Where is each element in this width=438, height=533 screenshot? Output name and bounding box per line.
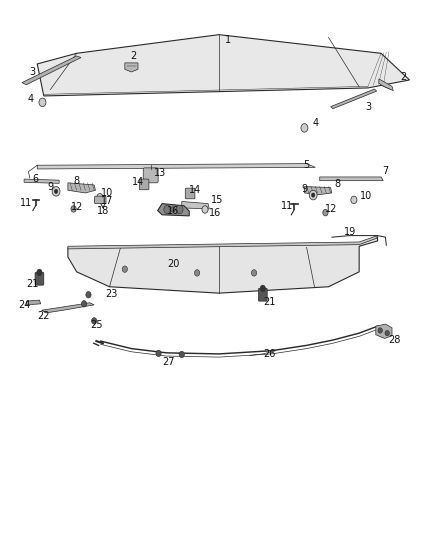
Circle shape <box>323 209 328 216</box>
Text: 22: 22 <box>38 311 50 320</box>
Text: 25: 25 <box>90 320 102 330</box>
Polygon shape <box>182 201 209 209</box>
Text: 3: 3 <box>365 102 371 111</box>
Text: 16: 16 <box>167 206 179 215</box>
Text: 2: 2 <box>400 72 406 82</box>
Text: 11: 11 <box>20 198 32 207</box>
Text: 5: 5 <box>304 160 310 170</box>
Circle shape <box>37 269 42 276</box>
Circle shape <box>309 190 317 200</box>
Circle shape <box>54 189 58 193</box>
Polygon shape <box>37 164 315 169</box>
Text: 23: 23 <box>106 289 118 299</box>
Circle shape <box>92 318 97 324</box>
Circle shape <box>194 270 200 276</box>
Circle shape <box>202 206 208 213</box>
Text: 4: 4 <box>28 94 34 103</box>
Text: 9: 9 <box>47 182 53 191</box>
Circle shape <box>122 266 127 272</box>
Polygon shape <box>376 324 392 338</box>
Text: 14: 14 <box>189 185 201 195</box>
Polygon shape <box>22 56 81 85</box>
Text: 20: 20 <box>167 259 179 269</box>
Circle shape <box>86 292 91 298</box>
FancyBboxPatch shape <box>139 179 149 190</box>
Circle shape <box>171 207 175 212</box>
Text: 13: 13 <box>154 168 166 178</box>
Text: 1: 1 <box>225 35 231 45</box>
Circle shape <box>97 193 103 201</box>
Polygon shape <box>125 63 138 72</box>
Circle shape <box>81 301 87 307</box>
Text: 24: 24 <box>18 300 30 310</box>
Polygon shape <box>331 89 377 109</box>
Circle shape <box>71 206 76 212</box>
Circle shape <box>164 205 171 214</box>
Polygon shape <box>26 300 41 305</box>
Text: 10: 10 <box>360 191 372 200</box>
Text: 15: 15 <box>211 195 223 205</box>
FancyBboxPatch shape <box>258 288 267 301</box>
Text: 2: 2 <box>131 51 137 61</box>
Circle shape <box>311 193 315 197</box>
FancyBboxPatch shape <box>95 196 106 204</box>
Polygon shape <box>37 35 410 96</box>
Text: 12: 12 <box>71 202 83 212</box>
Circle shape <box>301 124 308 132</box>
Polygon shape <box>320 177 383 181</box>
Polygon shape <box>42 303 94 313</box>
Text: 28: 28 <box>388 335 400 344</box>
Text: 18: 18 <box>97 206 109 215</box>
Polygon shape <box>68 236 378 249</box>
Circle shape <box>176 205 183 214</box>
Text: 7: 7 <box>382 166 389 175</box>
Polygon shape <box>24 179 59 183</box>
Text: 10: 10 <box>101 188 113 198</box>
Text: 21: 21 <box>263 297 276 307</box>
Text: 21: 21 <box>27 279 39 288</box>
Text: 19: 19 <box>344 227 357 237</box>
FancyBboxPatch shape <box>35 272 44 285</box>
FancyBboxPatch shape <box>143 168 158 183</box>
Circle shape <box>156 350 161 357</box>
Circle shape <box>179 351 184 358</box>
Polygon shape <box>68 237 378 293</box>
Text: 8: 8 <box>74 176 80 186</box>
Polygon shape <box>304 187 332 195</box>
Polygon shape <box>68 183 95 193</box>
Text: 4: 4 <box>312 118 318 127</box>
Circle shape <box>260 285 265 292</box>
FancyBboxPatch shape <box>185 188 195 199</box>
Polygon shape <box>379 79 393 91</box>
Text: 26: 26 <box>263 350 276 359</box>
Circle shape <box>378 328 382 333</box>
Circle shape <box>251 270 257 276</box>
Text: 11: 11 <box>281 201 293 211</box>
Circle shape <box>385 330 389 336</box>
Text: 14: 14 <box>132 177 144 187</box>
Polygon shape <box>158 204 189 216</box>
Text: 3: 3 <box>30 67 36 77</box>
Text: 8: 8 <box>334 179 340 189</box>
Text: 16: 16 <box>208 208 221 218</box>
Text: 17: 17 <box>101 196 113 206</box>
Circle shape <box>351 196 357 204</box>
Text: 12: 12 <box>325 205 337 214</box>
Circle shape <box>52 187 60 196</box>
Circle shape <box>39 98 46 107</box>
Text: 6: 6 <box>32 174 38 183</box>
Text: 27: 27 <box>162 358 175 367</box>
Text: 9: 9 <box>301 184 307 194</box>
